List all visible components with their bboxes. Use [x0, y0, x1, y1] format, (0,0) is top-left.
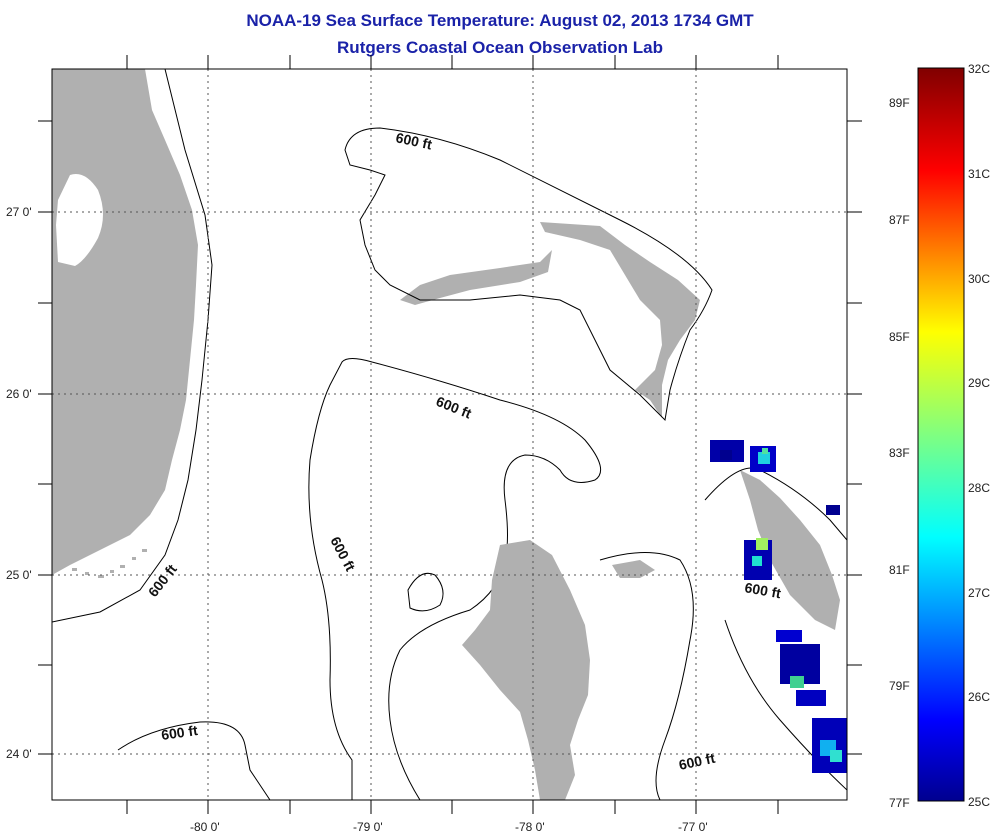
contour-label: 600 ft	[145, 561, 180, 600]
sst-patches	[710, 440, 847, 773]
colorbar-celsius-label: 25C	[968, 795, 991, 809]
florida-keys	[60, 549, 147, 578]
colorbar-fahrenheit-label: 79F	[889, 679, 910, 693]
colorbar-celsius-label: 27C	[968, 586, 991, 600]
abaco-land	[540, 222, 700, 418]
contour-label: 600 ft	[743, 579, 782, 601]
colorbar-fahrenheit-label: 81F	[889, 563, 910, 577]
lat-label: 24 0'	[6, 747, 32, 761]
grand-bahama-land	[400, 250, 552, 305]
colorbar-fahrenheit-label: 85F	[889, 330, 910, 344]
little-bahama-600ft-contour	[344, 127, 713, 422]
contour-label: 600 ft	[394, 129, 433, 152]
eleuthera-land	[740, 470, 840, 630]
colorbar-fahrenheit-label: 83F	[889, 446, 910, 460]
florida-600ft-contour	[52, 69, 213, 623]
colorbar-celsius-label: 31C	[968, 167, 991, 181]
lake-okeechobee	[56, 174, 103, 266]
colorbar-celsius-label: 30C	[968, 272, 991, 286]
florida-land	[52, 69, 198, 575]
lat-label: 27 0'	[6, 205, 32, 219]
map-frame	[51, 68, 848, 801]
lon-label: -79 0'	[353, 820, 383, 834]
contour-label: 600 ft	[677, 750, 716, 773]
lon-label: -77 0'	[678, 820, 708, 834]
map-subtitle: Rutgers Coastal Ocean Observation Lab	[337, 38, 663, 57]
bank-ellipse-contour	[407, 572, 444, 612]
contour-label: 600 ft	[160, 722, 199, 743]
lat-label: 25 0'	[6, 568, 32, 582]
lat-label: 26 0'	[6, 387, 32, 401]
colorbar-celsius-label: 32C	[968, 62, 991, 76]
lon-label: -80 0'	[190, 820, 220, 834]
longitude-gridlines	[207, 69, 697, 800]
colorbar	[917, 67, 965, 802]
lon-label: -78 0'	[515, 820, 545, 834]
colorbar-celsius-label: 28C	[968, 481, 991, 495]
latitude-gridlines	[52, 211, 847, 755]
tongue-of-ocean-contour	[599, 552, 694, 800]
exuma-land	[612, 560, 655, 578]
colorbar-celsius-label: 26C	[968, 690, 991, 704]
map-title: NOAA-19 Sea Surface Temperature: August …	[246, 11, 754, 30]
contour-label: 600 ft	[434, 393, 474, 422]
southwest-bank-contour	[117, 721, 271, 800]
contour-label: 600 ft	[327, 534, 358, 574]
great-bahama-600ft-contour	[308, 358, 602, 800]
colorbar-celsius-label: 29C	[968, 376, 991, 390]
andros-land	[462, 540, 590, 800]
colorbar-fahrenheit-label: 89F	[889, 96, 910, 110]
tick-marks	[38, 55, 862, 814]
colorbar-fahrenheit-label: 77F	[889, 796, 910, 810]
colorbar-fahrenheit-label: 87F	[889, 213, 910, 227]
